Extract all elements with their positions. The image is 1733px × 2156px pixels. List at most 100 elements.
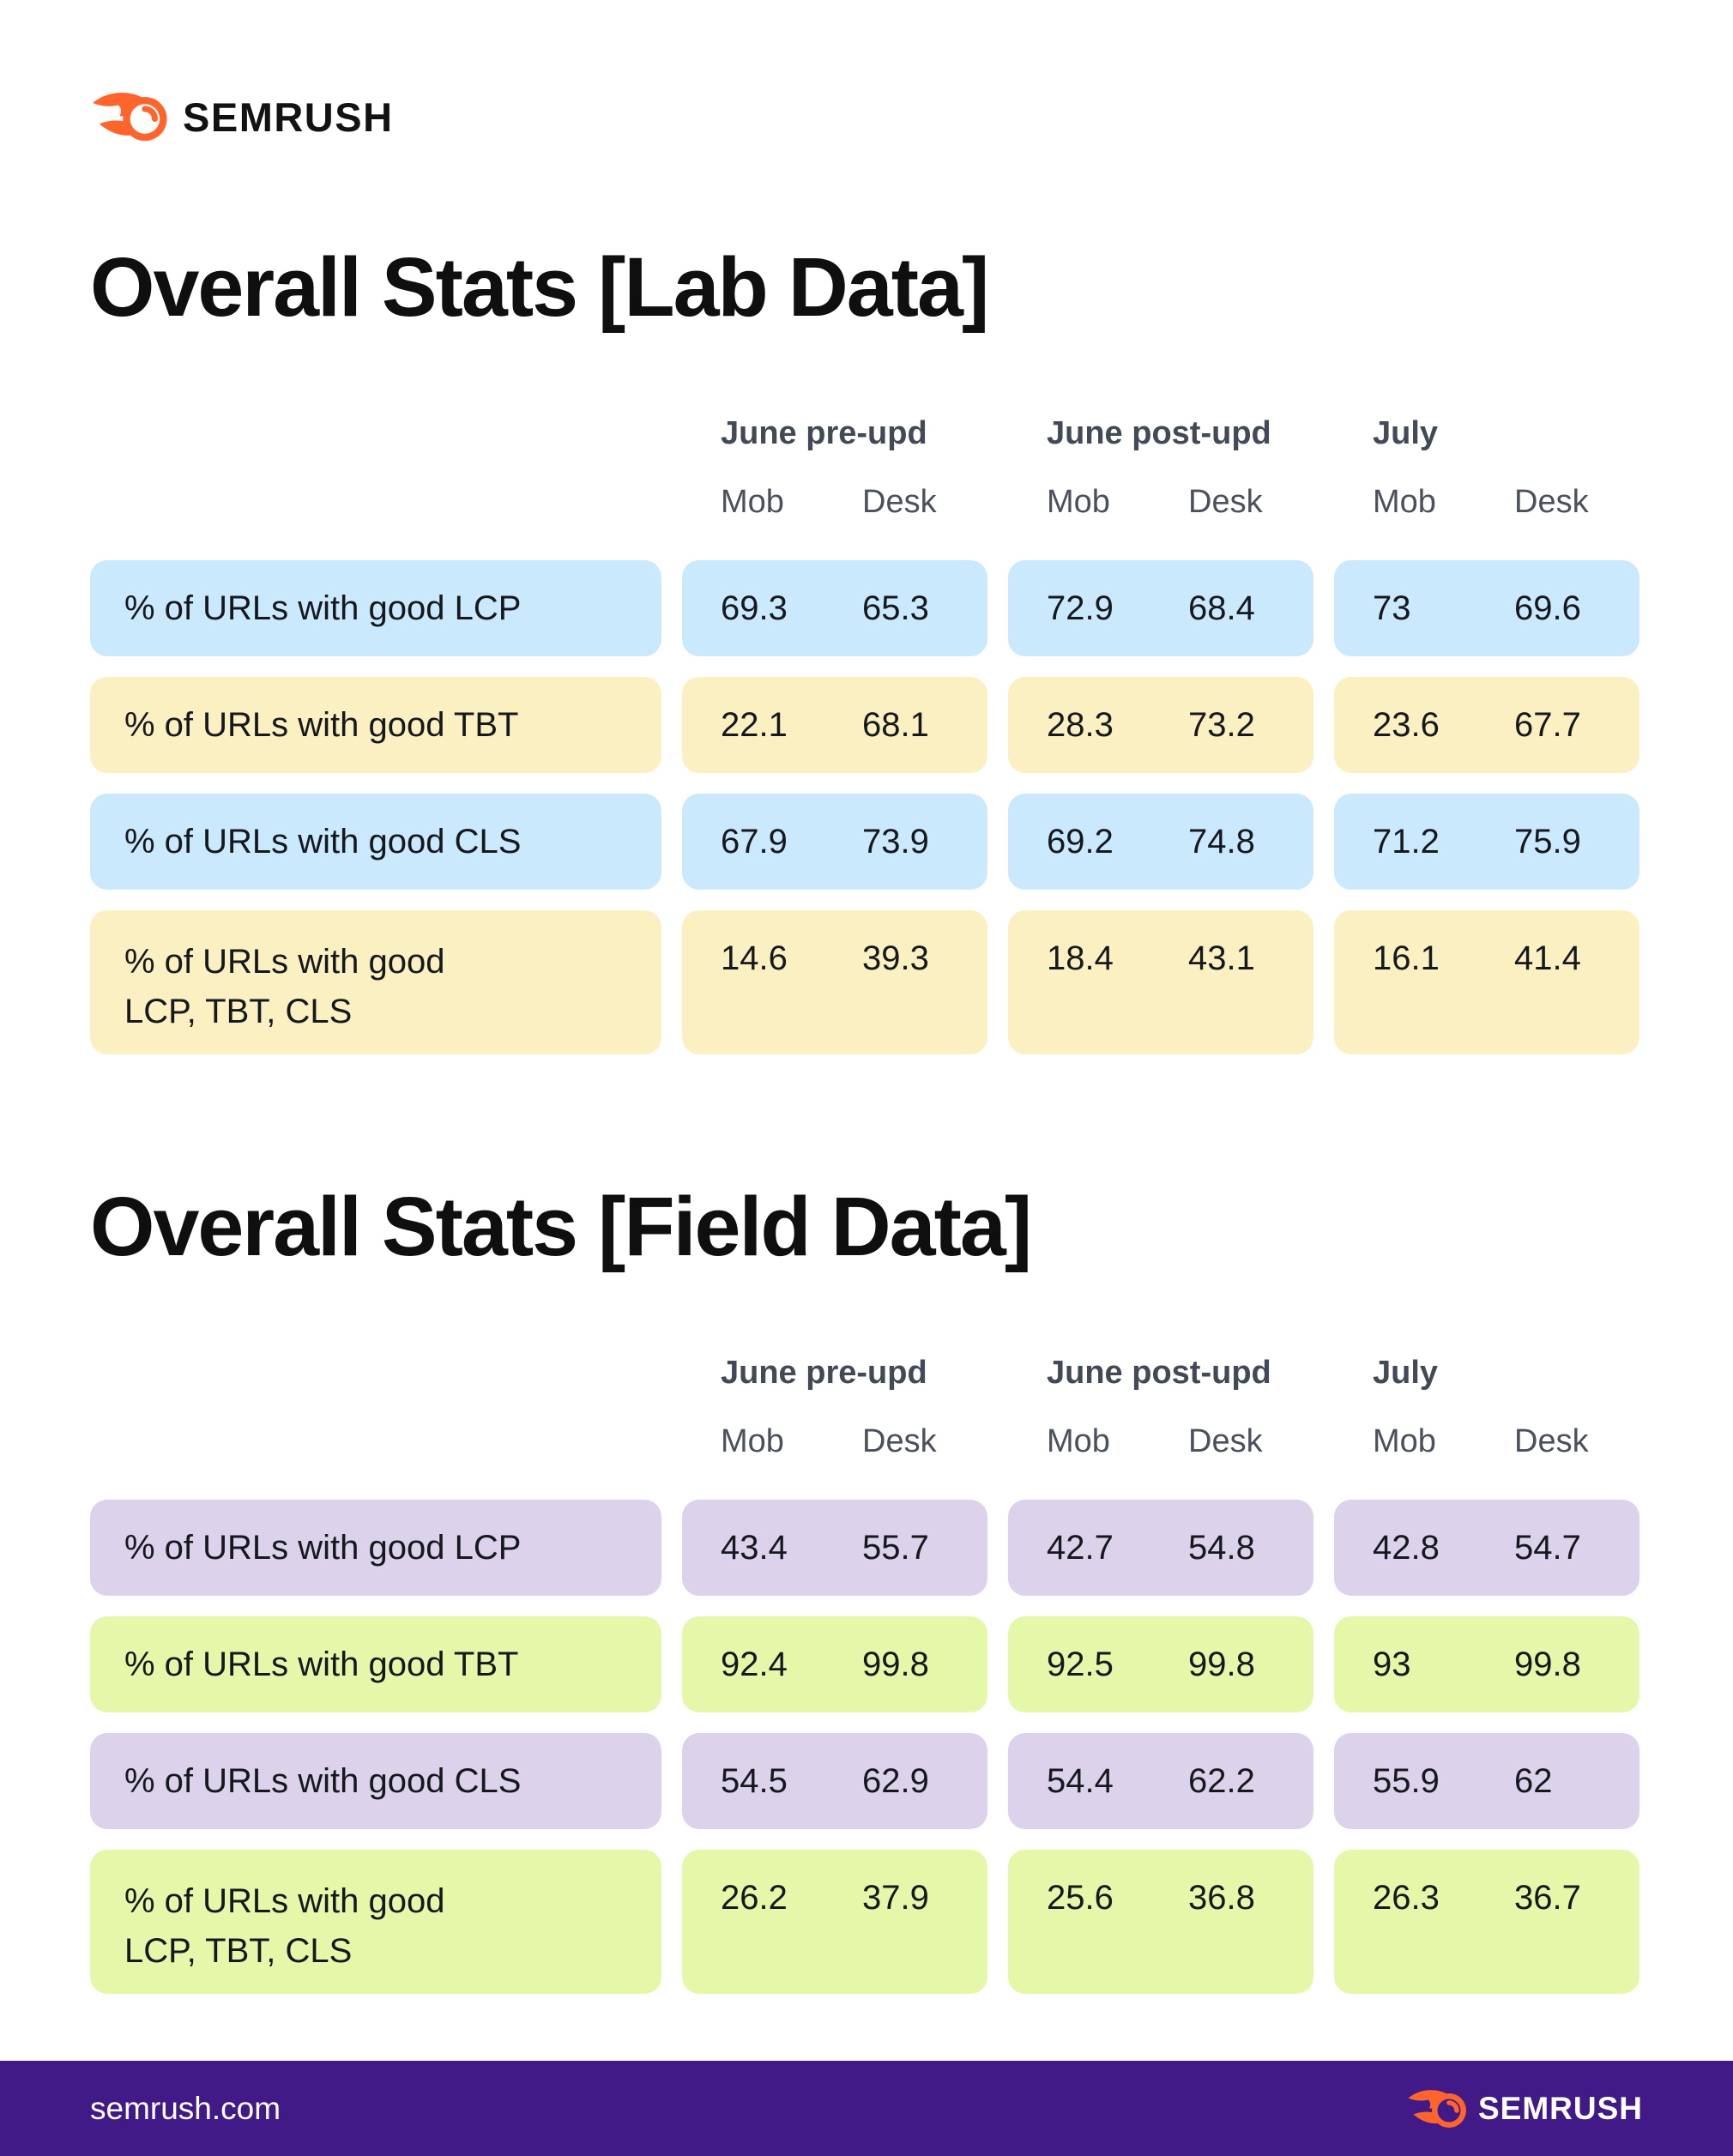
lab-data-title: Overall Stats [Lab Data]	[90, 240, 989, 334]
value-mob: 67.9	[721, 822, 788, 861]
value-cell-june-pre: 92.4 99.8	[682, 1615, 987, 1712]
value-cell-july: 42.8 54.7	[1334, 1499, 1639, 1596]
subheader-june-post: Mob Desk	[1008, 1422, 1313, 1461]
value-cell-june-post: 92.5 99.8	[1008, 1615, 1313, 1712]
value-mob: 73	[1373, 589, 1411, 627]
header-spacer	[90, 1422, 661, 1461]
value-cell-june-pre: 43.4 55.7	[682, 1499, 987, 1596]
desk-column-label: Desk	[862, 1422, 937, 1459]
value-mob: 43.4	[721, 1528, 788, 1567]
value-desk: 41.4	[1514, 939, 1581, 977]
column-group-june-pre: June pre-upd	[682, 414, 987, 453]
mob-column-label: Mob	[721, 1422, 784, 1459]
value-desk: 62.9	[862, 1761, 929, 1800]
table-row-cls: % of URLs with good CLS 54.5 62.9 54.4 6…	[90, 1732, 1643, 1829]
row-label-cell: % of URLs with good LCP	[90, 1499, 661, 1596]
column-group-label: June post-upd	[1047, 1354, 1271, 1391]
value-mob: 55.9	[1373, 1761, 1440, 1800]
value-desk: 39.3	[862, 939, 929, 977]
column-group-july: July	[1334, 1353, 1639, 1392]
value-cell-july: 73 69.6	[1334, 559, 1639, 656]
desk-column-label: Desk	[1188, 1422, 1263, 1459]
value-desk: 69.6	[1514, 589, 1581, 627]
table-row-lcp: % of URLs with good LCP 43.4 55.7 42.7 5…	[90, 1499, 1643, 1596]
row-label-cell: % of URLs with good CLS	[90, 793, 661, 890]
value-desk: 36.8	[1188, 1878, 1255, 1917]
value-cell-june-pre: 22.1 68.1	[682, 676, 987, 773]
value-mob: 18.4	[1047, 939, 1114, 977]
value-desk: 99.8	[1514, 1645, 1581, 1683]
semrush-fireball-icon	[1408, 2089, 1466, 2128]
field-subcolumn-header-row: Mob Desk Mob Desk Mob Desk	[90, 1422, 1643, 1461]
desk-column-label: Desk	[1514, 483, 1589, 520]
value-desk: 43.1	[1188, 939, 1255, 977]
row-label-cell: % of URLs with good CLS	[90, 1732, 661, 1829]
column-group-label: July	[1373, 414, 1439, 451]
value-desk: 62.2	[1188, 1761, 1255, 1800]
value-cell-june-pre: 69.3 65.3	[682, 559, 987, 656]
table-row-cls: % of URLs with good CLS 67.9 73.9 69.2 7…	[90, 793, 1643, 890]
column-group-june-post: June post-upd	[1008, 414, 1313, 453]
value-mob: 69.2	[1047, 822, 1114, 861]
value-mob: 26.2	[721, 1878, 788, 1917]
lab-column-group-header-row: June pre-upd June post-upd July	[90, 414, 1643, 453]
value-desk: 73.2	[1188, 705, 1255, 744]
footer-bar: semrush.com SEMRUSH	[0, 2061, 1733, 2156]
value-cell-july: 23.6 67.7	[1334, 676, 1639, 773]
value-desk: 73.9	[862, 822, 929, 861]
mob-column-label: Mob	[1047, 483, 1110, 520]
lab-subcolumn-header-row: Mob Desk Mob Desk Mob Desk	[90, 482, 1643, 522]
value-cell-june-post: 69.2 74.8	[1008, 793, 1313, 890]
subheader-july: Mob Desk	[1334, 482, 1639, 522]
mob-column-label: Mob	[1373, 483, 1436, 520]
field-column-group-header-row: June pre-upd June post-upd July	[90, 1353, 1643, 1392]
row-label-cell: % of URLs with good LCP, TBT, CLS	[90, 1849, 661, 1994]
value-cell-june-pre: 54.5 62.9	[682, 1732, 987, 1829]
column-group-label: June pre-upd	[721, 1354, 927, 1391]
row-label: % of URLs with good CLS	[124, 1761, 522, 1800]
mob-column-label: Mob	[1047, 1422, 1110, 1459]
column-group-july: July	[1334, 414, 1639, 453]
row-label: % of URLs with good LCP, TBT, CLS	[124, 942, 445, 1030]
row-label-cell: % of URLs with good LCP	[90, 559, 661, 656]
value-mob: 71.2	[1373, 822, 1440, 861]
value-desk: 36.7	[1514, 1878, 1581, 1917]
column-group-label: June pre-upd	[721, 414, 927, 451]
field-data-rows: % of URLs with good LCP 43.4 55.7 42.7 5…	[90, 1499, 1643, 1994]
value-cell-june-post: 72.9 68.4	[1008, 559, 1313, 656]
value-mob: 72.9	[1047, 589, 1114, 627]
column-group-june-post: June post-upd	[1008, 1353, 1313, 1392]
value-cell-june-pre: 67.9 73.9	[682, 793, 987, 890]
row-label-cell: % of URLs with good TBT	[90, 676, 661, 773]
column-group-june-pre: June pre-upd	[682, 1353, 987, 1392]
semrush-fireball-icon	[93, 92, 167, 142]
value-mob: 54.5	[721, 1761, 788, 1800]
footer-site-url: semrush.com	[90, 2090, 281, 2126]
value-cell-june-pre: 14.6 39.3	[682, 909, 987, 1054]
value-cell-july: 16.1 41.4	[1334, 909, 1639, 1054]
table-row-all-metrics: % of URLs with good LCP, TBT, CLS 26.2 3…	[90, 1849, 1643, 1994]
footer-semrush-logo: SEMRUSH	[1406, 2087, 1643, 2130]
desk-column-label: Desk	[1514, 1422, 1589, 1459]
value-mob: 14.6	[721, 939, 788, 977]
value-cell-july: 26.3 36.7	[1334, 1849, 1639, 1994]
value-desk: 99.8	[862, 1645, 929, 1683]
header-spacer	[90, 414, 661, 453]
desk-column-label: Desk	[1188, 483, 1263, 520]
value-cell-june-pre: 26.2 37.9	[682, 1849, 987, 1994]
value-desk: 67.7	[1514, 705, 1581, 744]
table-row-lcp: % of URLs with good LCP 69.3 65.3 72.9 6…	[90, 559, 1643, 656]
row-label: % of URLs with good LCP, TBT, CLS	[124, 1881, 445, 1970]
row-label: % of URLs with good TBT	[124, 1645, 519, 1683]
table-row-tbt: % of URLs with good TBT 22.1 68.1 28.3 7…	[90, 676, 1643, 773]
table-row-tbt: % of URLs with good TBT 92.4 99.8 92.5 9…	[90, 1615, 1643, 1712]
value-desk: 54.7	[1514, 1528, 1581, 1567]
lab-data-rows: % of URLs with good LCP 69.3 65.3 72.9 6…	[90, 559, 1643, 1054]
row-label-cell: % of URLs with good TBT	[90, 1615, 661, 1712]
value-desk: 99.8	[1188, 1645, 1255, 1683]
value-cell-june-post: 25.6 36.8	[1008, 1849, 1313, 1994]
row-label: % of URLs with good LCP	[124, 589, 522, 627]
subheader-june-pre: Mob Desk	[682, 1422, 987, 1461]
subheader-june-pre: Mob Desk	[682, 482, 987, 522]
lab-data-section: Overall Stats [Lab Data] June pre-upd Ju…	[90, 244, 1643, 1054]
